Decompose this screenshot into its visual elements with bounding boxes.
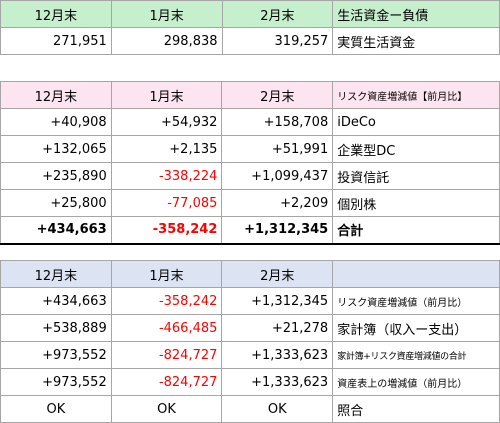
table-row: +434,663 -358,242 +1,312,345 リスク資産増減値（前月… [0,287,500,315]
cell[interactable]: -338,224 [110,162,223,190]
living-funds-table: 12月末 1月末 2月末 生活資金ー負債 271,951 298,838 319… [0,0,500,55]
cell[interactable]: +235,890 [0,162,112,190]
cell[interactable]: +973,552 [0,341,112,369]
cell[interactable]: -358,242 [110,216,223,245]
cell[interactable]: 319,257 [221,27,334,55]
cell[interactable]: 合計 [332,216,500,245]
cell[interactable]: -824,727 [110,341,223,369]
cell[interactable]: +132,065 [0,135,112,163]
table-row: +973,552 -824,727 +1,333,623 資産表上の増減値（前月… [0,368,500,396]
header-cell[interactable]: 1月末 [110,81,223,109]
cell[interactable]: +158,708 [221,108,334,136]
cell[interactable]: +2,135 [110,135,223,163]
cell[interactable]: +21,278 [221,314,334,342]
total-row: +434,663 -358,242 +1,312,345 合計 [0,216,500,245]
cell[interactable]: -77,085 [110,189,223,217]
cell[interactable]: +51,991 [221,135,334,163]
cell[interactable]: +538,889 [0,314,112,342]
header-cell[interactable]: 1月末 [110,0,223,28]
cell[interactable]: +1,333,623 [221,368,334,396]
cell[interactable]: +1,312,345 [221,287,334,315]
table-row: +973,552 -824,727 +1,333,623 家計簿+リスク資産増減… [0,341,500,369]
cell[interactable]: 企業型DC [332,135,500,163]
header-cell[interactable]: 1月末 [110,260,223,288]
header-cell[interactable]: リスク資産増減値【前月比】 [332,81,500,109]
cell[interactable]: +54,932 [110,108,223,136]
cell[interactable]: iDeCo [332,108,500,136]
cell[interactable]: 298,838 [110,27,223,55]
table-row: +235,890 -338,224 +1,099,437 投資信託 [0,162,500,190]
cell[interactable]: -358,242 [110,287,223,315]
table-row: 271,951 298,838 319,257 実質生活資金 [0,27,500,55]
header-cell[interactable]: 12月末 [0,0,112,28]
cell[interactable]: +2,209 [221,189,334,217]
cell[interactable]: +25,800 [0,189,112,217]
table-row: OK OK OK 照合 [0,395,500,423]
cell[interactable]: 照合 [332,395,500,423]
header-cell[interactable]: 12月末 [0,260,112,288]
cell[interactable]: 投資信託 [332,162,500,190]
cell[interactable]: +1,312,345 [221,216,334,245]
cell[interactable]: OK [221,395,334,423]
cell[interactable]: リスク資産増減値（前月比） [332,287,500,315]
table-header-row: 12月末 1月末 2月末 [0,260,500,288]
cell[interactable]: 資産表上の増減値（前月比） [332,368,500,396]
header-cell[interactable]: 2月末 [221,81,334,109]
table-header-row: 12月末 1月末 2月末 生活資金ー負債 [0,0,500,28]
cell[interactable]: OK [110,395,223,423]
header-cell[interactable] [332,260,500,288]
cell[interactable]: 個別株 [332,189,500,217]
table-header-row: 12月末 1月末 2月末 リスク資産増減値【前月比】 [0,81,500,109]
header-cell[interactable]: 生活資金ー負債 [332,0,500,28]
cell[interactable]: +1,099,437 [221,162,334,190]
cell[interactable]: 271,951 [0,27,112,55]
cell[interactable]: 実質生活資金 [332,27,500,55]
cell[interactable]: -466,485 [110,314,223,342]
cell[interactable]: +40,908 [0,108,112,136]
cell[interactable]: +973,552 [0,368,112,396]
table-row: +132,065 +2,135 +51,991 企業型DC [0,135,500,163]
cell[interactable]: 家計簿（収入ー支出） [332,314,500,342]
table-row: +40,908 +54,932 +158,708 iDeCo [0,108,500,136]
cell[interactable]: +1,333,623 [221,341,334,369]
cell[interactable]: -824,727 [110,368,223,396]
header-cell[interactable]: 2月末 [221,260,334,288]
cell[interactable]: +434,663 [0,287,112,315]
table-row: +538,889 -466,485 +21,278 家計簿（収入ー支出） [0,314,500,342]
table-row: +25,800 -77,085 +2,209 個別株 [0,189,500,217]
cell[interactable]: +434,663 [0,216,112,245]
header-cell[interactable]: 2月末 [221,0,334,28]
cell[interactable]: 家計簿+リスク資産増減値の合計 [332,341,500,369]
reconciliation-table: 12月末 1月末 2月末 +434,663 -358,242 +1,312,34… [0,260,500,423]
cell[interactable]: OK [0,395,112,423]
header-cell[interactable]: 12月末 [0,81,112,109]
risk-asset-change-table: 12月末 1月末 2月末 リスク資産増減値【前月比】 +40,908 +54,9… [0,81,500,245]
